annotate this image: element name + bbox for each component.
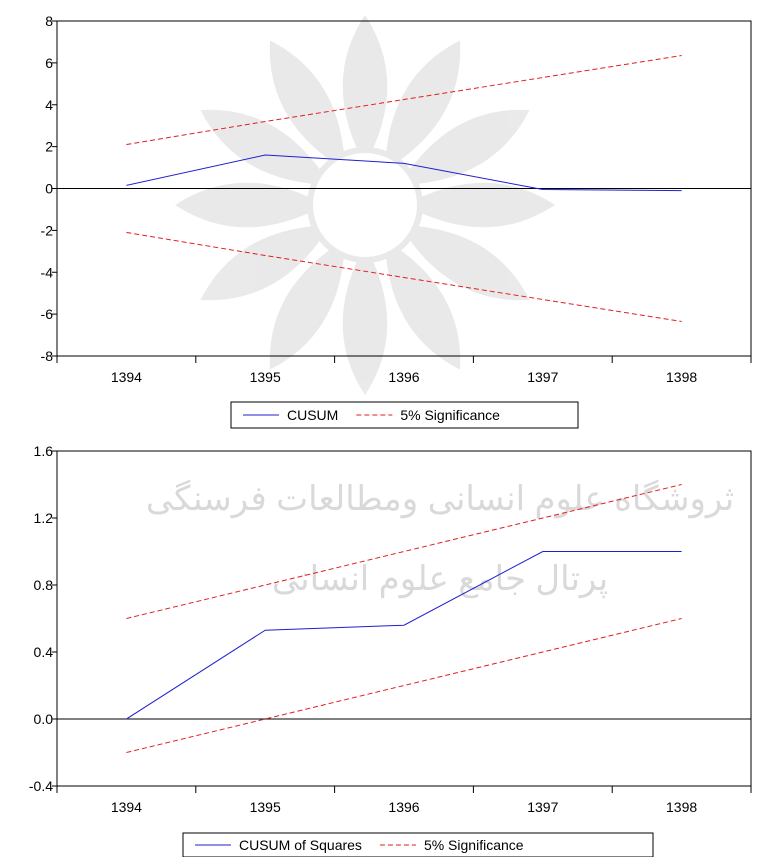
y-tick-label: -2: [41, 222, 54, 238]
watermark-petal: [405, 182, 555, 228]
watermark-text-line2: پرتال جامع علوم انسانی: [272, 560, 608, 599]
watermark-petal: [200, 225, 331, 301]
x-tick-label: 1395: [250, 369, 281, 385]
x-tick-label: 1398: [666, 369, 697, 385]
y-tick-label: 6: [45, 55, 53, 71]
x-tick-label: 1394: [111, 799, 142, 815]
legend-label: 5% Significance: [400, 407, 500, 423]
y-tick-label: 4: [45, 97, 53, 113]
watermark-petal: [399, 109, 530, 185]
legend-box: [182, 832, 654, 857]
watermark-petal: [175, 182, 325, 228]
watermark-petal: [385, 239, 461, 370]
watermark-center: [307, 147, 423, 263]
y-tick-label: 0.0: [34, 711, 54, 727]
cusum-chart: 8 6 4 2 0 -2 -4 -6 -8 1394 1395 1396 1397 1398 CUSUM 5%…: [41, 13, 752, 429]
legend-box: [230, 401, 579, 429]
watermark-petal: [269, 40, 345, 171]
plot-frame: [56, 450, 752, 786]
watermark-petal: [342, 245, 388, 395]
legend-label: 5% Significance: [424, 837, 524, 853]
y-tick-label: 1.2: [34, 510, 54, 526]
series-line-lower-bound: [126, 618, 682, 753]
y-tick-label: 8: [45, 13, 53, 29]
y-tick-label: -4: [41, 264, 54, 280]
x-tick-label: 1397: [527, 799, 558, 815]
y-tick-label: 1.6: [34, 443, 54, 459]
watermark-text-line1: ثروشگاه علوم انسانی ومطالعات فرسنگی: [146, 479, 734, 519]
y-tick-label: 2: [45, 139, 53, 155]
cusum-squares-chart: 1.6 1.2 0.8 0.4 0.0 -0.4 1394 1395 1396 1397 1398 C…: [29, 443, 752, 857]
legend-label: CUSUM of Squares: [239, 837, 362, 853]
x-tick-label: 1395: [250, 799, 281, 815]
watermark-petal: [200, 109, 331, 185]
watermark-petal: [399, 225, 530, 301]
x-tick-label: 1396: [388, 799, 419, 815]
x-tick-label: 1394: [111, 369, 142, 385]
y-tick-label: 0.8: [34, 577, 54, 593]
watermark-petal: [342, 15, 388, 165]
y-tick-label: 0.4: [34, 644, 54, 660]
watermark-petal: [385, 40, 461, 171]
y-tick-label: -8: [41, 348, 54, 364]
x-tick-label: 1396: [388, 369, 419, 385]
y-tick-label: -6: [41, 306, 54, 322]
series-line-5-significance: [126, 484, 682, 619]
watermark-emblem: [175, 15, 555, 395]
x-tick-label: 1397: [527, 369, 558, 385]
x-tick-label: 1398: [666, 799, 697, 815]
y-tick-label: -0.4: [29, 778, 53, 794]
watermark-petal: [269, 239, 345, 370]
legend-label: CUSUM: [287, 407, 338, 423]
y-tick-label: 0: [45, 181, 53, 197]
